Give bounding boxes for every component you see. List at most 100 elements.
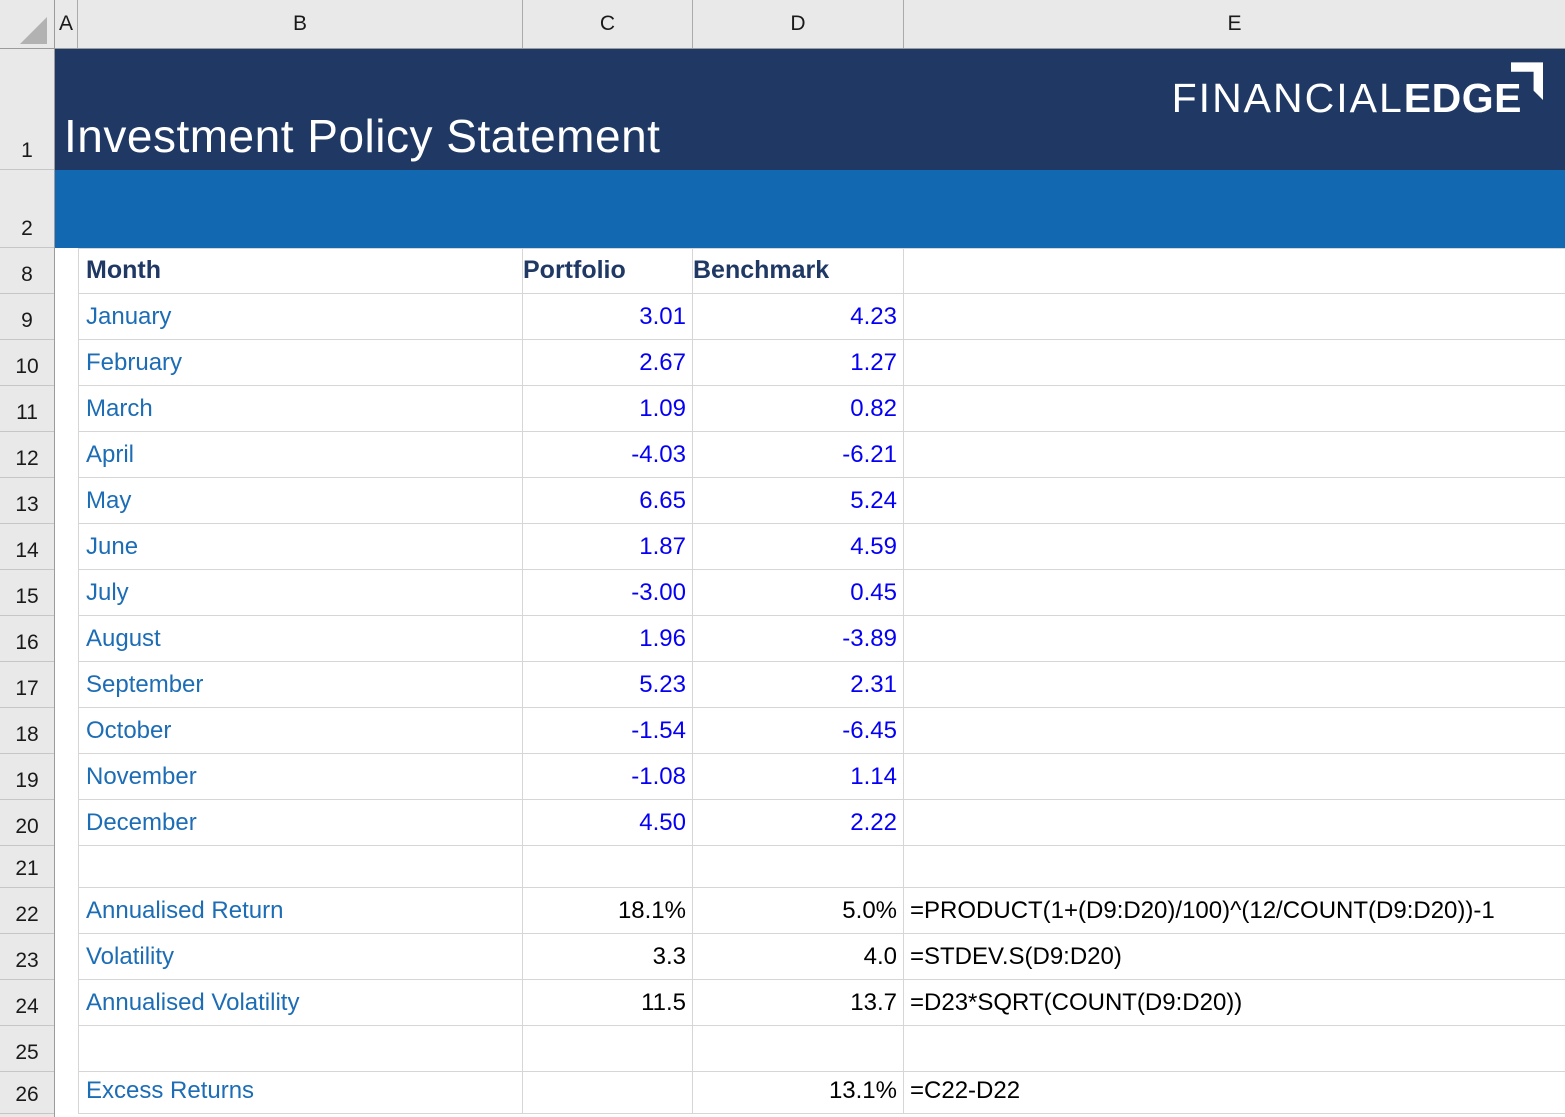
cell-d19[interactable]: 1.14 bbox=[693, 754, 904, 799]
cell-e11[interactable] bbox=[904, 386, 1565, 431]
cell-b19[interactable]: November bbox=[78, 754, 523, 799]
select-all-button[interactable] bbox=[0, 0, 55, 49]
cell-c25[interactable] bbox=[523, 1026, 693, 1071]
row-header-20[interactable]: 20 bbox=[0, 800, 54, 846]
cell-e10[interactable] bbox=[904, 340, 1565, 385]
cell-d16[interactable]: -3.89 bbox=[693, 616, 904, 661]
cell-c18[interactable]: -1.54 bbox=[523, 708, 693, 753]
column-header-a[interactable]: A bbox=[55, 0, 78, 48]
cell-c15[interactable]: -3.00 bbox=[523, 570, 693, 615]
row-header-24[interactable]: 24 bbox=[0, 980, 54, 1026]
cell-d20[interactable]: 2.22 bbox=[693, 800, 904, 845]
cell-b17[interactable]: September bbox=[78, 662, 523, 707]
cell-c8-portfolio-header[interactable]: Portfolio bbox=[523, 249, 693, 293]
row-header-19[interactable]: 19 bbox=[0, 754, 54, 800]
cell-c11[interactable]: 1.09 bbox=[523, 386, 693, 431]
cell-d26[interactable]: 13.1% bbox=[693, 1072, 904, 1113]
cell-c12[interactable]: -4.03 bbox=[523, 432, 693, 477]
cell-d15[interactable]: 0.45 bbox=[693, 570, 904, 615]
cell-d22[interactable]: 5.0% bbox=[693, 888, 904, 933]
row-header-25[interactable]: 25 bbox=[0, 1026, 54, 1072]
cell-c22[interactable]: 18.1% bbox=[523, 888, 693, 933]
cell-c10[interactable]: 2.67 bbox=[523, 340, 693, 385]
cell-b22[interactable]: Annualised Return bbox=[78, 888, 523, 933]
column-header-d[interactable]: D bbox=[693, 0, 904, 48]
cell-d13[interactable]: 5.24 bbox=[693, 478, 904, 523]
cell-b9[interactable]: January bbox=[78, 294, 523, 339]
cell-d18[interactable]: -6.45 bbox=[693, 708, 904, 753]
cell-d24[interactable]: 13.7 bbox=[693, 980, 904, 1025]
row-header-18[interactable]: 18 bbox=[0, 708, 54, 754]
subtitle-band[interactable] bbox=[55, 170, 1565, 248]
cell-b20[interactable]: December bbox=[78, 800, 523, 845]
cell-e14[interactable] bbox=[904, 524, 1565, 569]
cell-c9[interactable]: 3.01 bbox=[523, 294, 693, 339]
cell-b8-month-header[interactable]: Month bbox=[78, 249, 523, 293]
column-header-c[interactable]: C bbox=[523, 0, 693, 48]
cell-b18[interactable]: October bbox=[78, 708, 523, 753]
cell-e26-formula[interactable]: =C22-D22 bbox=[910, 1077, 1021, 1104]
cell-d11[interactable]: 0.82 bbox=[693, 386, 904, 431]
cell-e17[interactable] bbox=[904, 662, 1565, 707]
row-header-9[interactable]: 9 bbox=[0, 294, 54, 340]
row-header-26[interactable]: 26 bbox=[0, 1072, 54, 1114]
cell-c24[interactable]: 11.5 bbox=[523, 980, 693, 1025]
cell-c17[interactable]: 5.23 bbox=[523, 662, 693, 707]
cell-d14[interactable]: 4.59 bbox=[693, 524, 904, 569]
cell-c14[interactable]: 1.87 bbox=[523, 524, 693, 569]
cell-d23[interactable]: 4.0 bbox=[693, 934, 904, 979]
cell-e25[interactable] bbox=[904, 1026, 1565, 1071]
cell-e20[interactable] bbox=[904, 800, 1565, 845]
row-header-17[interactable]: 17 bbox=[0, 662, 54, 708]
cell-b23[interactable]: Volatility bbox=[78, 934, 523, 979]
row-header-14[interactable]: 14 bbox=[0, 524, 54, 570]
cell-b10[interactable]: February bbox=[78, 340, 523, 385]
row-header-12[interactable]: 12 bbox=[0, 432, 54, 478]
row-header-15[interactable]: 15 bbox=[0, 570, 54, 616]
cell-e23-formula[interactable]: =STDEV.S(D9:D20) bbox=[910, 943, 1122, 970]
cell-e21[interactable] bbox=[904, 846, 1565, 887]
cell-b21[interactable] bbox=[78, 846, 523, 887]
cell-e8[interactable] bbox=[904, 249, 1565, 293]
cell-c20[interactable]: 4.50 bbox=[523, 800, 693, 845]
cell-c16[interactable]: 1.96 bbox=[523, 616, 693, 661]
row-header-23[interactable]: 23 bbox=[0, 934, 54, 980]
cell-e18[interactable] bbox=[904, 708, 1565, 753]
row-header-16[interactable]: 16 bbox=[0, 616, 54, 662]
row-header-22[interactable]: 22 bbox=[0, 888, 54, 934]
row-header-2[interactable]: 2 bbox=[0, 170, 54, 248]
cell-d12[interactable]: -6.21 bbox=[693, 432, 904, 477]
cell-d9[interactable]: 4.23 bbox=[693, 294, 904, 339]
cell-e24-formula[interactable]: =D23*SQRT(COUNT(D9:D20)) bbox=[910, 989, 1243, 1016]
cell-c19[interactable]: -1.08 bbox=[523, 754, 693, 799]
cell-b13[interactable]: May bbox=[78, 478, 523, 523]
cell-e22-formula[interactable]: =PRODUCT(1+(D9:D20)/100)^(12/COUNT(D9:D2… bbox=[910, 897, 1495, 924]
cell-b11[interactable]: March bbox=[78, 386, 523, 431]
cell-c26[interactable] bbox=[523, 1072, 693, 1113]
cell-b25[interactable] bbox=[78, 1026, 523, 1071]
cell-b15[interactable]: July bbox=[78, 570, 523, 615]
cell-b26[interactable]: Excess Returns bbox=[78, 1072, 523, 1113]
cell-e19[interactable] bbox=[904, 754, 1565, 799]
row-header-8[interactable]: 8 bbox=[0, 248, 54, 294]
cell-d25[interactable] bbox=[693, 1026, 904, 1071]
cell-d8-benchmark-header[interactable]: Benchmark bbox=[693, 249, 904, 293]
cell-e16[interactable] bbox=[904, 616, 1565, 661]
cell-c23[interactable]: 3.3 bbox=[523, 934, 693, 979]
cell-c13[interactable]: 6.65 bbox=[523, 478, 693, 523]
row-header-10[interactable]: 10 bbox=[0, 340, 54, 386]
cell-d21[interactable] bbox=[693, 846, 904, 887]
cell-e13[interactable] bbox=[904, 478, 1565, 523]
cell-b24[interactable]: Annualised Volatility bbox=[78, 980, 523, 1025]
cell-e12[interactable] bbox=[904, 432, 1565, 477]
title-band[interactable]: Investment Policy Statement FINANCIALEDG… bbox=[55, 49, 1565, 170]
row-header-21[interactable]: 21 bbox=[0, 846, 54, 888]
cell-d17[interactable]: 2.31 bbox=[693, 662, 904, 707]
cell-e15[interactable] bbox=[904, 570, 1565, 615]
column-header-e[interactable]: E bbox=[1227, 12, 1242, 35]
column-header-b[interactable]: B bbox=[78, 0, 523, 48]
row-header-11[interactable]: 11 bbox=[0, 386, 54, 432]
cell-b12[interactable]: April bbox=[78, 432, 523, 477]
cell-c21[interactable] bbox=[523, 846, 693, 887]
row-header-13[interactable]: 13 bbox=[0, 478, 54, 524]
